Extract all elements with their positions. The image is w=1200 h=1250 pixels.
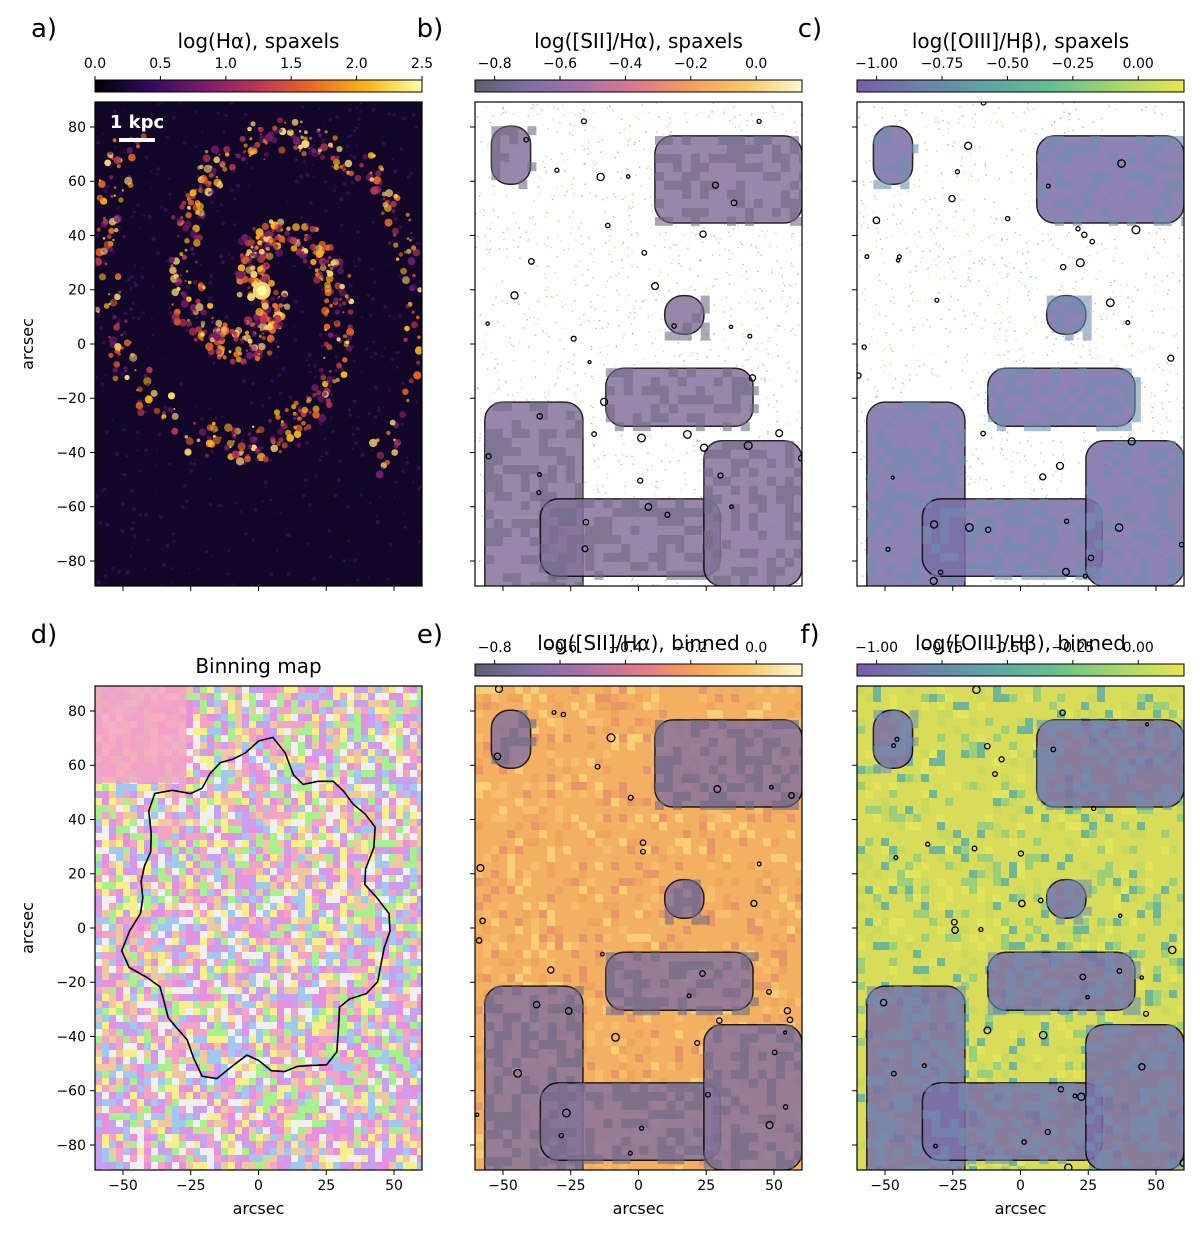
colorbar-tick-label-e: −0.8 (478, 640, 512, 656)
y-tick-label: 80 (68, 704, 86, 720)
y-tick-label: −80 (56, 554, 86, 570)
colorbar-tick-label-e: −0.2 (674, 640, 708, 656)
y-tick-label: 0 (77, 337, 86, 353)
y-tick-label: 40 (68, 228, 86, 244)
y-tick-label: 60 (68, 758, 86, 774)
x-tick-label: 25 (317, 1178, 335, 1194)
x-tick-label: 0 (634, 1178, 643, 1194)
y-tick-label: 20 (68, 867, 86, 883)
colorbar-tick-label-a: 2.0 (345, 56, 367, 72)
colorbar-tick-label-f: −0.75 (921, 640, 964, 656)
colorbar-tick-label-e: −0.4 (608, 640, 642, 656)
x-axis-label: arcsec (233, 1199, 285, 1218)
x-tick-label: −50 (108, 1178, 138, 1194)
colorbar-tick-label-e: 0.0 (745, 640, 767, 656)
colorbar-tick-label-b: 0.0 (745, 56, 767, 72)
y-tick-label: 20 (68, 283, 86, 299)
colorbar-tick-label-f: −0.50 (986, 640, 1029, 656)
x-tick-label: −50 (870, 1178, 900, 1194)
scalebar-label: 1 kpc (110, 112, 164, 133)
colorbar-tick-label-b: −0.2 (674, 56, 708, 72)
x-tick-label: 0 (254, 1178, 263, 1194)
panel-f: f)log([OIII]/Hβ), binned−1.00−0.75−0.50−… (800, 620, 1189, 1246)
y-tick-label: −80 (56, 1138, 86, 1154)
colorbar-tick-label-a: 0.0 (84, 56, 106, 72)
colorbar-tick-label-b: −0.8 (478, 56, 512, 72)
y-tick-label: −40 (56, 1029, 86, 1045)
y-tick-label: −20 (56, 391, 86, 407)
panel-label-c: c) (798, 14, 822, 44)
y-axis-label: arcsec (18, 902, 37, 954)
colorbar-tick-label-f: −1.00 (855, 640, 898, 656)
y-tick-label: 80 (68, 120, 86, 136)
y-tick-label: 40 (68, 812, 86, 828)
map-image-f (857, 686, 1190, 1246)
y-tick-label: −40 (56, 445, 86, 461)
y-tick-label: −60 (56, 1084, 86, 1100)
y-tick-label: 60 (68, 174, 86, 190)
colorbar-tick-label-a: 2.5 (411, 56, 433, 72)
colorbar-tick-label-c: −1.00 (855, 56, 898, 72)
map-image-d (95, 686, 422, 1170)
colorbar-tick-label-c: −0.50 (986, 56, 1029, 72)
y-axis-label: arcsec (18, 318, 37, 370)
x-tick-label: 25 (697, 1178, 715, 1194)
panel-label-d: d) (31, 620, 58, 650)
x-tick-label: 50 (385, 1178, 403, 1194)
x-tick-label: 0 (1016, 1178, 1025, 1194)
colorbar-tick-label-f: 0.00 (1123, 640, 1154, 656)
colorbar-tick-label-e: −0.6 (543, 640, 577, 656)
colorbar-a (95, 80, 422, 92)
colorbar-c (857, 80, 1184, 92)
x-tick-label: 50 (765, 1178, 783, 1194)
map-image-a (93, 101, 423, 586)
y-tick-label: 0 (77, 921, 86, 937)
panel-label-e: e) (417, 620, 443, 650)
x-tick-label: 50 (1147, 1178, 1165, 1194)
colorbar-tick-label-a: 1.0 (215, 56, 237, 72)
panel-title-b: log([SII]/Hα), spaxels (534, 29, 743, 53)
panel-d: d) Binning map 80 60 40 20 0 −20 −40 −60 −80 arcsec… (18, 620, 422, 1218)
colorbar-tick-label-c: 0.00 (1123, 56, 1154, 72)
x-axis-label: arcsec (995, 1199, 1047, 1218)
x-tick-label: −25 (938, 1178, 968, 1194)
x-tick-label: −50 (488, 1178, 518, 1194)
y-tick-label: −20 (56, 975, 86, 991)
colorbar-tick-label-a: 0.5 (149, 56, 171, 72)
panel-label-a: a) (31, 14, 57, 44)
x-tick-label: −25 (176, 1178, 206, 1194)
colorbar-tick-label-f: −0.25 (1051, 640, 1094, 656)
map-image-e (475, 686, 808, 1247)
colorbar-tick-label-b: −0.4 (608, 56, 642, 72)
panel-a: a) log(Hα), spaxels 0.0 0.5 1.0 1.5 2.0 2.5 1 kp… (18, 14, 433, 591)
y-tick-label: −60 (56, 500, 86, 516)
colorbar-e (475, 664, 802, 676)
colorbar-tick-label-b: −0.6 (543, 56, 577, 72)
panel-b: b) log([SII]/Hα), spaxels −0.8 −0.6 −0.4 −0.2… (417, 14, 808, 672)
colorbar-b (475, 80, 802, 92)
panel-c: c) log([OIII]/Hβ), spaxels −1.00 −0.75 −0.50… (798, 14, 1190, 672)
colorbar-tick-label-a: 1.5 (280, 56, 302, 72)
panel-title-a: log(Hα), spaxels (178, 29, 340, 53)
x-tick-label: −25 (556, 1178, 586, 1194)
x-tick-label: 25 (1079, 1178, 1097, 1194)
colorbar-tick-label-c: −0.25 (1051, 56, 1094, 72)
panel-label-f: f) (800, 620, 819, 650)
colorbar-tick-label-c: −0.75 (921, 56, 964, 72)
panel-title-d: Binning map (195, 654, 321, 678)
panel-label-b: b) (417, 14, 444, 44)
colorbar-f (857, 664, 1184, 676)
panel-title-c: log([OIII]/Hβ), spaxels (912, 29, 1129, 53)
x-axis-label: arcsec (613, 1199, 665, 1218)
